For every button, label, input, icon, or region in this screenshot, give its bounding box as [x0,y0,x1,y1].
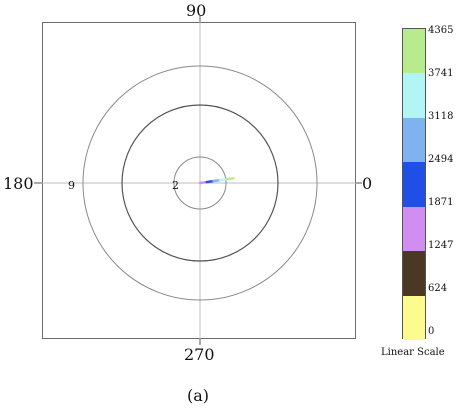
colorbar-segment-5 [403,206,425,252]
radial-ring-1 [173,156,227,210]
colorbar-segment-3 [403,117,425,163]
colorbar-tick-label: 4365 [428,25,454,36]
colorbar-segment-6 [403,251,425,297]
direction-label-270: 270 [184,345,215,364]
ring-label-outer: 9 [68,179,75,192]
ring-label-inner: 2 [172,179,179,192]
direction-label-90: 90 [186,1,207,20]
figure-caption: (a) [187,386,210,405]
colorbar-segment-2 [403,73,425,119]
colorbar-tick-label: 3118 [428,111,454,122]
colorbar-segment-7 [403,295,425,341]
radial-ring-2 [121,104,279,262]
direction-label-0: 0 [362,174,373,193]
data-streak-segment-5 [225,177,235,181]
colorbar-scale-label: Linear Scale [381,347,445,358]
colorbar-segment-4 [403,162,425,208]
colorbar-tick-label: 0 [428,326,435,337]
colorbar-tick-label: 1871 [428,197,454,208]
polar-plot-frame [42,22,356,339]
colorbar-tick-label: 2494 [428,154,454,165]
colorbar-tick-label: 1247 [428,240,454,251]
colorbar-segment-1 [403,29,425,74]
radial-ring-3 [82,65,318,301]
colorbar [402,28,426,341]
colorbar-tick-label: 3741 [428,68,454,79]
direction-label-180: 180 [3,174,34,193]
colorbar-tick-label: 624 [428,283,448,294]
